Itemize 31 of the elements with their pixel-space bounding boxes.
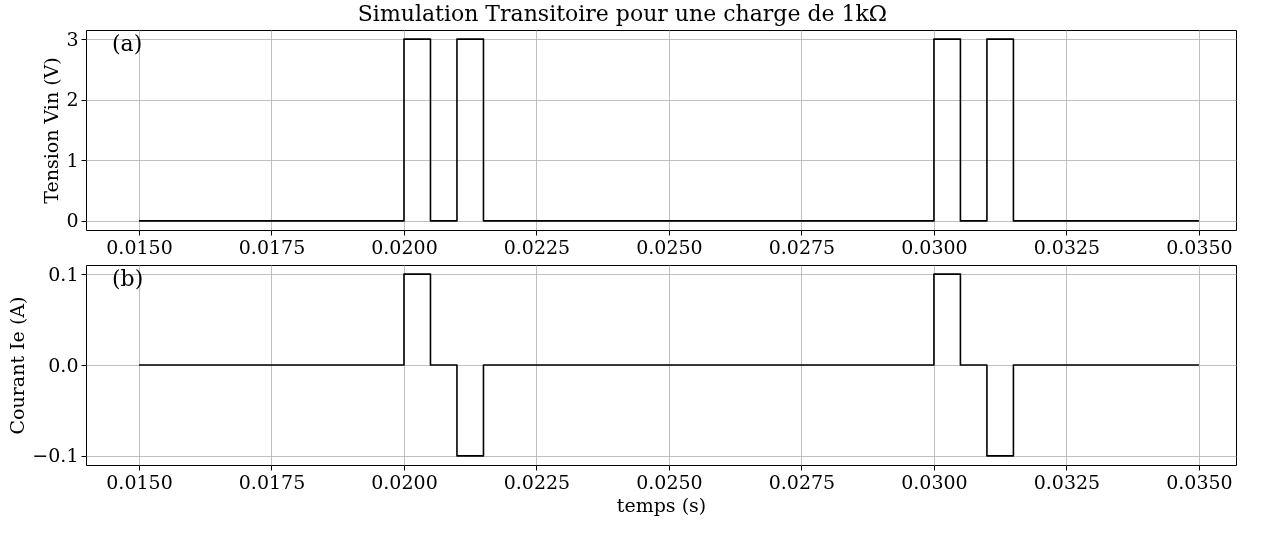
x-tick-label: 0.0150 [106, 235, 173, 258]
x-tick-label: 0.0175 [238, 235, 306, 258]
x-tick-label: 0.0350 [1166, 470, 1233, 493]
y-tick-label: 1 [66, 148, 79, 171]
x-tick-label: 0.0225 [503, 235, 571, 258]
x-tick-label: 0.0200 [371, 470, 438, 493]
x-tick-label: 0.0325 [1033, 235, 1101, 258]
x-axis-title: temps (s) [616, 493, 707, 516]
x-tick-label: 0.0300 [901, 470, 968, 493]
x-tick-label: 0.0250 [636, 235, 703, 258]
annotation: (b) [112, 266, 144, 291]
x-tick-label: 0.0350 [1166, 235, 1233, 258]
x-tick-label: 0.0325 [1033, 470, 1101, 493]
y-axis-title: Tension Vin (V) [40, 57, 63, 204]
x-tick-label: 0.0275 [768, 470, 836, 493]
x-tick-label: 0.0300 [901, 235, 968, 258]
y-tick-label: 0.1 [48, 262, 79, 285]
y-tick-label: 2 [66, 88, 79, 111]
chart-title: Simulation Transitoire pour une charge de 1kΩ [357, 0, 888, 26]
y-axis-title: Courant Ie (A) [6, 296, 29, 435]
x-tick-label: 0.0200 [371, 235, 438, 258]
x-tick-label: 0.0225 [503, 470, 571, 493]
y-tick-label: 0.0 [48, 353, 79, 376]
y-tick-label: −0.1 [32, 444, 79, 467]
y-tick-label: 0 [66, 209, 79, 232]
x-tick-label: 0.0150 [106, 470, 173, 493]
annotation: (a) [112, 31, 143, 56]
y-tick-label: 3 [66, 27, 79, 50]
x-tick-label: 0.0175 [238, 470, 306, 493]
x-tick-label: 0.0250 [636, 470, 703, 493]
x-tick-label: 0.0275 [768, 235, 836, 258]
